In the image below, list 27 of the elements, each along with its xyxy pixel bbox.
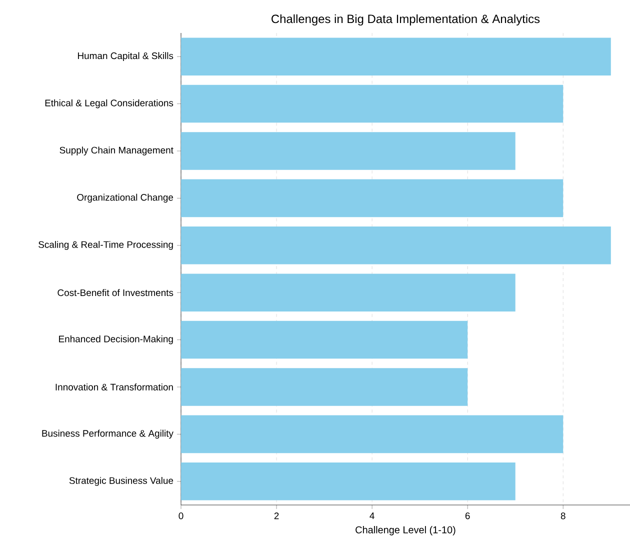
x-tick-label: 2: [274, 512, 279, 520]
x-tick-label: 0: [178, 512, 184, 520]
bar: [181, 38, 611, 76]
bar: [181, 132, 516, 170]
y-tick-label: Enhanced Decision-Making: [59, 335, 173, 344]
bar: [181, 84, 564, 123]
y-tick-label: Ethical & Legal Considerations: [45, 99, 174, 108]
y-tick-label: Scaling & Real-Time Processing: [38, 240, 173, 250]
y-tick-label: Human Capital & Skills: [78, 52, 174, 62]
chart-title: Challenges in Big Data Implementation & Analytics: [272, 14, 540, 26]
x-axis-title: Challenge Level (1-10): [356, 526, 456, 536]
y-tick-label: Business Performance & Agility: [42, 430, 174, 439]
x-tick-label: 4: [370, 512, 374, 520]
bar: [181, 368, 468, 406]
bar: [181, 415, 564, 454]
x-tick-label: 6: [465, 512, 470, 520]
bar: [181, 179, 564, 218]
y-tick-label: Organizational Change: [77, 194, 174, 203]
bar: [181, 462, 516, 500]
y-tick-label: Strategic Business Value: [69, 476, 174, 486]
bar: [181, 274, 516, 312]
bar: [181, 320, 468, 359]
x-tick-label: 8: [560, 512, 566, 520]
bar: [181, 226, 611, 264]
y-tick-label: Cost-Benefit of Investments: [58, 289, 174, 296]
y-tick-label: Innovation & Transformation: [56, 384, 173, 390]
y-tick-label: Supply Chain Management: [60, 146, 174, 156]
